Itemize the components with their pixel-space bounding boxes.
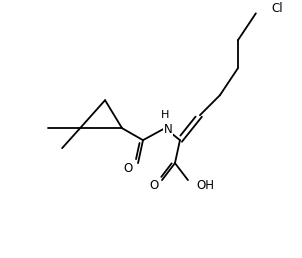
- Text: O: O: [149, 179, 159, 192]
- Text: OH: OH: [196, 179, 214, 192]
- Text: Cl: Cl: [272, 2, 284, 15]
- Text: N: N: [164, 123, 172, 136]
- Text: O: O: [124, 162, 133, 175]
- Text: H: H: [161, 110, 169, 120]
